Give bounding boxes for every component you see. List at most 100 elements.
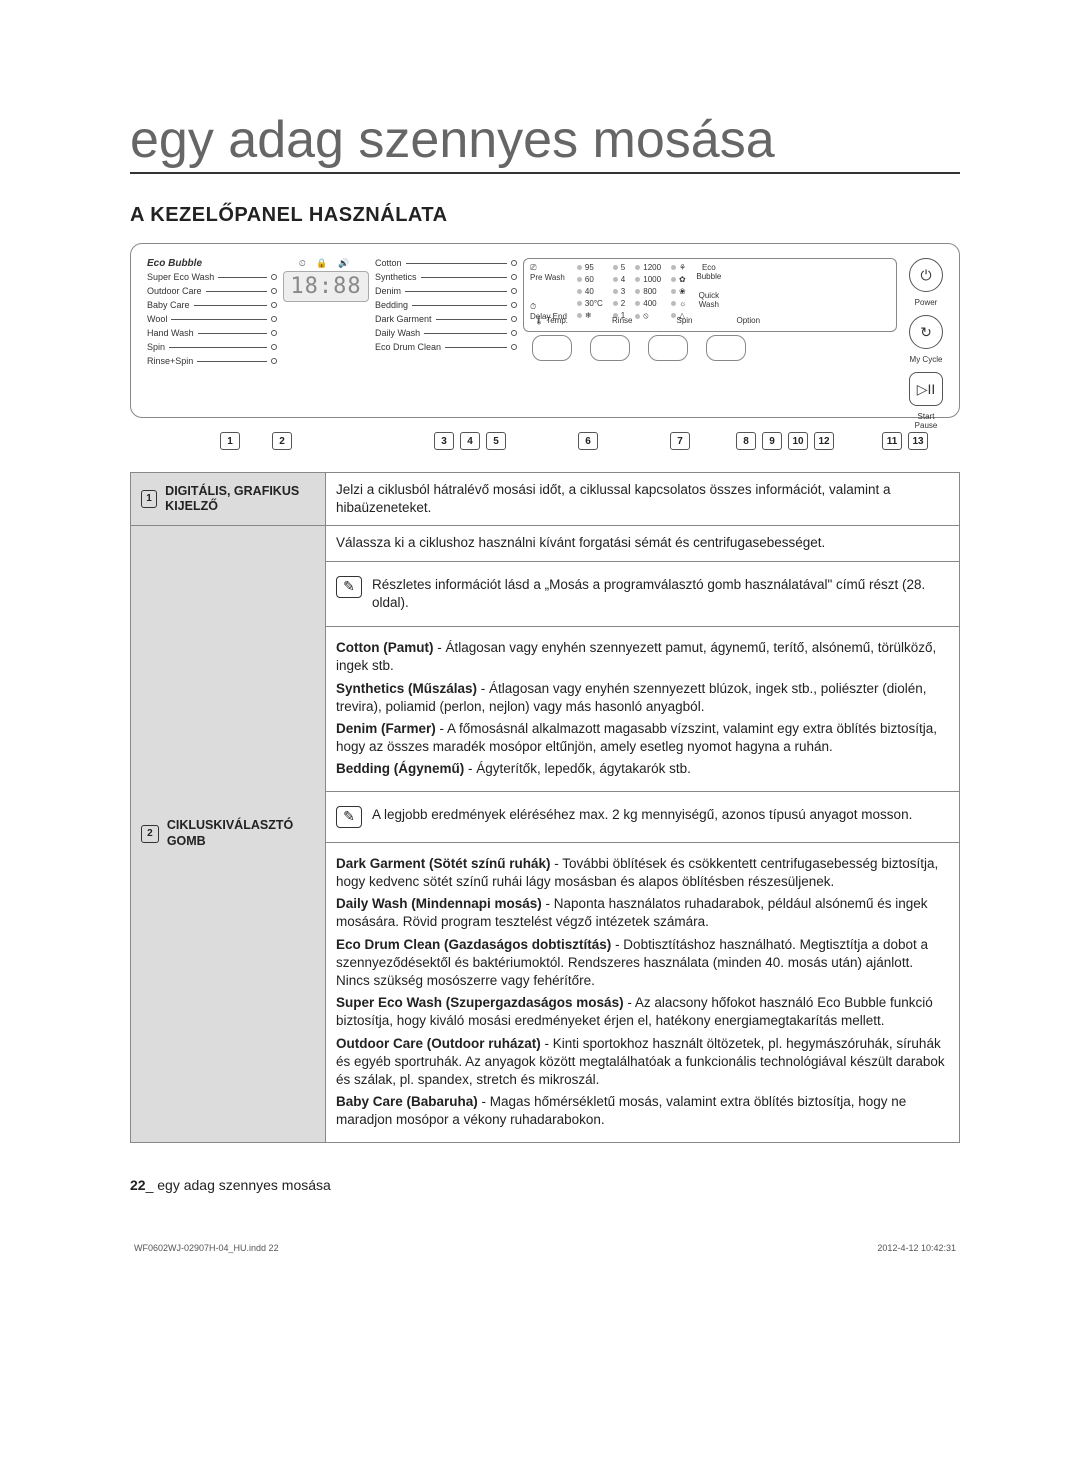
power-button[interactable]: ⏻ xyxy=(909,258,943,292)
rinse-button-label: Rinse xyxy=(612,316,632,325)
section-heading: A KEZELŐPANEL HASZNÁLATA xyxy=(130,204,960,227)
page-footer: 22_ egy adag szennyes mosása xyxy=(130,1177,960,1193)
option-value: 40 xyxy=(577,287,603,296)
row1-number: 1 xyxy=(141,490,157,508)
spin-button-label: Spin xyxy=(676,316,692,325)
note-icon: ✎ xyxy=(336,576,362,598)
rinse-column: 54321 xyxy=(613,263,625,321)
bedding-text: - Ágyterítők, lepedők, ágytakarók stb. xyxy=(464,761,691,776)
callout-6: 6 xyxy=(578,432,598,450)
page-title: egy adag szennyes mosása xyxy=(130,110,960,174)
spin-column: 12001000800400⦸ xyxy=(635,263,661,321)
option-value: 400 xyxy=(635,299,661,308)
callout-7: 7 xyxy=(670,432,690,450)
row2-intro: Válassza ki a ciklushoz használni kívánt… xyxy=(326,526,959,560)
temp-button-label: 🌡 Temp. xyxy=(534,316,568,325)
program-line: Rinse+Spin xyxy=(147,356,277,366)
row1-text: Jelzi a ciklusból hátralévő mosási időt,… xyxy=(326,473,960,526)
program-line: Wool xyxy=(147,314,277,324)
callout-9: 9 xyxy=(762,432,782,450)
option-value: 1000 xyxy=(635,275,661,284)
callout-2: 2 xyxy=(272,432,292,450)
callout-row: 1 2 3 4 5 6 7 8 9 10 12 11 13 xyxy=(130,432,960,450)
denim-bold: Denim (Farmer) xyxy=(336,721,436,736)
start-pause-button[interactable]: ▷II xyxy=(909,372,943,406)
callout-13: 13 xyxy=(908,432,928,450)
printfoot-left: WF0602WJ-02907H-04_HU.indd 22 xyxy=(134,1243,279,1253)
option-value: 60 xyxy=(577,275,603,284)
row1-label: DIGITÁLIS, GRAFIKUS KIJELZŐ xyxy=(165,484,315,515)
spin-button[interactable] xyxy=(648,335,688,361)
ecodrum-bold: Eco Drum Clean (Gazdaságos dobtisztítás) xyxy=(336,937,611,952)
display-icons: ⏲ 🔒 🔊 xyxy=(283,258,369,269)
callout-3: 3 xyxy=(434,432,454,450)
digital-display: ⏲ 🔒 🔊 18:88 xyxy=(283,258,369,302)
program-line: Bedding xyxy=(375,300,517,310)
footer-text: _ egy adag szennyes mosása xyxy=(146,1177,331,1193)
temp-button[interactable] xyxy=(532,335,572,361)
power-label: Power xyxy=(915,298,938,307)
bedding-bold: Bedding (Ágynemű) xyxy=(336,761,464,776)
right-program-column: Cotton Synthetics Denim Bedding Dark Garment… xyxy=(375,258,517,356)
callout-8: 8 xyxy=(736,432,756,450)
table-row: 1 DIGITÁLIS, GRAFIKUS KIJELZŐ Jelzi a ci… xyxy=(131,473,960,526)
option-value: 4 xyxy=(613,275,625,284)
mycycle-button[interactable]: ↻ xyxy=(909,315,943,349)
row2-label: CIKLUSKIVÁLASZTÓ GOMB xyxy=(167,818,315,849)
option-button[interactable] xyxy=(706,335,746,361)
table-row: 2 CIKLUSKIVÁLASZTÓ GOMB Válassza ki a ci… xyxy=(131,526,960,1142)
daily-bold: Daily Wash (Mindennapi mosás) xyxy=(336,896,542,911)
eco-bubble-label: Eco Bubble xyxy=(147,258,277,269)
callout-12: 12 xyxy=(814,432,834,450)
program-line: Daily Wash xyxy=(375,328,517,338)
dark-bold: Dark Garment (Sötét színű ruhák) xyxy=(336,856,551,871)
printfoot-right: 2012-4-12 10:42:31 xyxy=(877,1243,956,1253)
options-panel: ⎚Pre Wash ⏱Delay End 95604030°C❄ 54321 1… xyxy=(523,258,897,332)
quick-wash-button-label: Quick Wash xyxy=(696,291,721,309)
program-line: Outdoor Care xyxy=(147,286,277,296)
rinse-button[interactable] xyxy=(590,335,630,361)
option-icon-column: ⚘✿❀☼△ xyxy=(671,263,686,321)
option-value: ⚘ xyxy=(671,263,686,272)
cotton-bold: Cotton (Pamut) xyxy=(336,640,433,655)
left-program-column: Eco Bubble Super Eco Wash Outdoor Care Bab… xyxy=(147,258,277,370)
synthetics-bold: Synthetics (Műszálas) xyxy=(336,681,477,696)
option-value: 800 xyxy=(635,287,661,296)
option-value: 95 xyxy=(577,263,603,272)
program-line: Cotton xyxy=(375,258,517,268)
program-line: Synthetics xyxy=(375,272,517,282)
print-footer: WF0602WJ-02907H-04_HU.indd 22 2012-4-12 … xyxy=(130,1243,960,1253)
note-icon: ✎ xyxy=(336,806,362,828)
option-value: 1200 xyxy=(635,263,661,272)
baby-bold: Baby Care (Babaruha) xyxy=(336,1094,478,1109)
program-line: Baby Care xyxy=(147,300,277,310)
description-table: 1 DIGITÁLIS, GRAFIKUS KIJELZŐ Jelzi a ci… xyxy=(130,472,960,1143)
option-value: 5 xyxy=(613,263,625,272)
eco-bubble-button-label: Eco Bubble xyxy=(696,263,721,281)
callout-10: 10 xyxy=(788,432,808,450)
program-line: Eco Drum Clean xyxy=(375,342,517,352)
program-line: Dark Garment xyxy=(375,314,517,324)
callout-5: 5 xyxy=(486,432,506,450)
callout-1: 1 xyxy=(220,432,240,450)
option-button-label: Option xyxy=(737,316,761,325)
start-pause-label: Start Pause xyxy=(915,412,938,430)
program-line: Hand Wash xyxy=(147,328,277,338)
callout-11: 11 xyxy=(882,432,902,450)
mycycle-label: My Cycle xyxy=(910,355,943,364)
super-bold: Super Eco Wash (Szupergazdaságos mosás) xyxy=(336,995,624,1010)
control-panel-diagram: Eco Bubble Super Eco Wash Outdoor Care Bab… xyxy=(130,243,960,418)
program-line: Super Eco Wash xyxy=(147,272,277,282)
temp-column: 95604030°C❄ xyxy=(577,263,603,321)
callout-4: 4 xyxy=(460,432,480,450)
program-line: Denim xyxy=(375,286,517,296)
option-value: ❀ xyxy=(671,287,686,296)
option-value: 30°C xyxy=(577,299,603,308)
prewash-label: Pre Wash xyxy=(530,273,565,282)
option-value: ☼ xyxy=(671,299,686,308)
row2-number: 2 xyxy=(141,825,159,843)
row2-note2: A legjobb eredmények eléréséhez max. 2 k… xyxy=(372,806,912,824)
option-value: ✿ xyxy=(671,275,686,284)
option-value: 3 xyxy=(613,287,625,296)
row2-note1: Részletes információt lásd a „Mosás a pr… xyxy=(372,576,949,612)
